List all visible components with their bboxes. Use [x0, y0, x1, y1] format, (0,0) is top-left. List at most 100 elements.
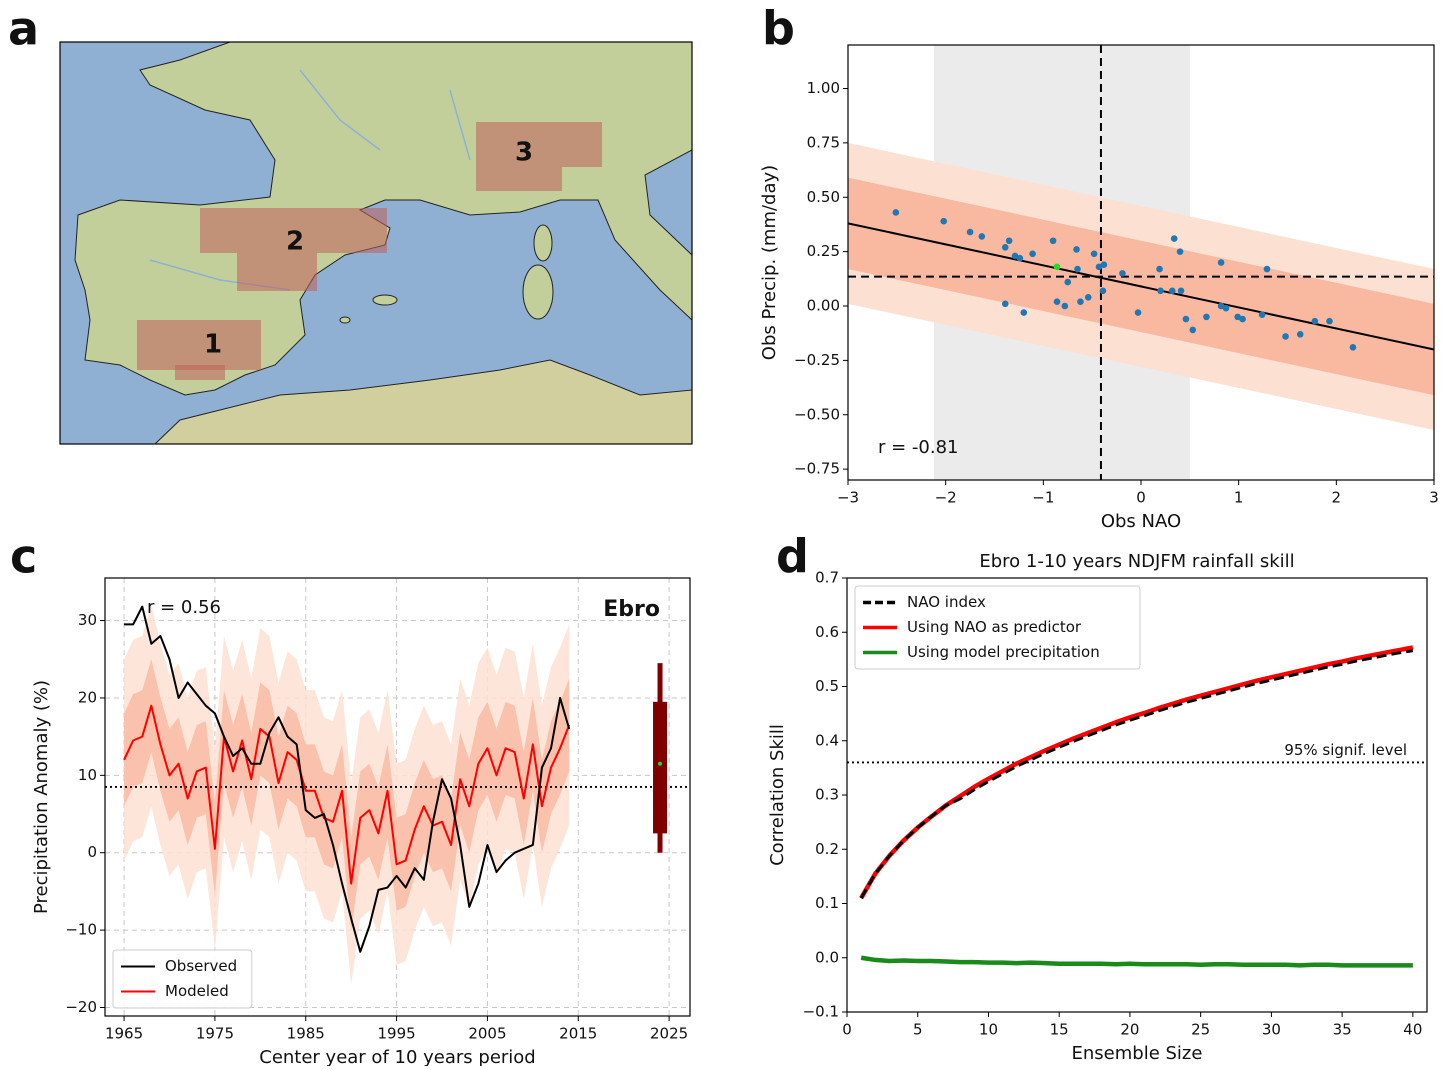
x-tick-label: −1 — [1032, 489, 1054, 507]
legend-label: NAO index — [907, 593, 986, 611]
island — [373, 295, 397, 305]
y-axis-label: Correlation Skill — [767, 724, 788, 866]
scatter-point — [1017, 255, 1024, 262]
scatter-point — [1021, 309, 1028, 316]
scatter-point — [1002, 301, 1009, 308]
reference-label: 95% signif. level — [1284, 741, 1407, 759]
annotation: r = -0.81 — [878, 437, 959, 458]
legend-label: Modeled — [165, 982, 229, 1000]
x-tick-label: 30 — [1262, 1021, 1281, 1039]
scatter-point — [1312, 318, 1319, 325]
x-tick-label: 40 — [1403, 1021, 1422, 1039]
scatter-point — [1259, 311, 1266, 318]
region-label: 1 — [204, 330, 222, 360]
series-line — [861, 647, 1413, 898]
scatter-point — [1029, 251, 1036, 258]
scatter-point — [1282, 333, 1289, 340]
region-name: Ebro — [603, 597, 660, 622]
y-tick-label: 0.6 — [815, 623, 839, 641]
scatter-point — [1297, 331, 1304, 338]
scatter-point — [1326, 318, 1333, 325]
y-tick-label: 30 — [78, 611, 97, 629]
scatter-point — [1119, 270, 1126, 277]
scatter-point — [979, 233, 986, 240]
scatter-point — [1157, 287, 1164, 294]
y-tick-label: 0.2 — [815, 840, 839, 858]
x-tick-label: −3 — [837, 489, 859, 507]
x-tick-label: 1975 — [196, 1025, 234, 1043]
x-tick-label: 1 — [1234, 489, 1244, 507]
legend-label: Using NAO as predictor — [907, 618, 1082, 636]
y-tick-label: 0.1 — [815, 894, 839, 912]
scatter-point — [1189, 327, 1196, 334]
y-tick-label: 20 — [78, 688, 97, 706]
y-tick-label: 0.25 — [807, 242, 840, 260]
scatter-point — [1183, 316, 1190, 323]
x-tick-label: 1985 — [287, 1025, 325, 1043]
legend-label: Observed — [165, 957, 237, 975]
box — [653, 702, 667, 834]
scatter-point — [1100, 287, 1107, 294]
scatter-point — [1091, 251, 1098, 258]
x-axis-label: Obs NAO — [1101, 511, 1181, 532]
y-tick-label: −0.25 — [794, 351, 840, 369]
series-line — [861, 651, 1413, 898]
y-tick-label: 0.50 — [807, 188, 840, 206]
scatter-point — [1203, 314, 1210, 321]
x-axis-label: Center year of 10 years period — [259, 1047, 535, 1066]
x-tick-label: 3 — [1429, 489, 1439, 507]
chart-title: Ebro 1-10 years NDJFM rainfall skill — [979, 551, 1294, 572]
scatter-point — [940, 218, 947, 225]
box-median — [658, 762, 662, 766]
panel-label: c — [10, 530, 37, 584]
y-axis-label: Precipitation Anomaly (%) — [31, 680, 52, 914]
x-tick-label: 1995 — [377, 1025, 415, 1043]
y-tick-label: 0.3 — [815, 786, 839, 804]
x-tick-label: 5 — [913, 1021, 923, 1039]
region-label: 2 — [286, 227, 304, 257]
x-tick-label: 10 — [979, 1021, 998, 1039]
scatter-point — [1223, 305, 1230, 312]
x-tick-label: 25 — [1191, 1021, 1210, 1039]
y-axis-label: Obs Precip. (mm/day) — [759, 165, 780, 360]
y-tick-label: 0.4 — [815, 731, 839, 749]
region — [137, 320, 261, 370]
island — [523, 265, 553, 319]
panel-label: d — [776, 530, 809, 584]
y-tick-label: −0.75 — [794, 460, 840, 478]
y-tick-label: 10 — [78, 766, 97, 784]
scatter-point — [1169, 287, 1176, 294]
y-tick-label: 0.7 — [815, 569, 839, 587]
x-tick-label: 1965 — [105, 1025, 143, 1043]
y-tick-label: −20 — [65, 998, 97, 1016]
region — [237, 253, 317, 291]
x-tick-label: 0 — [842, 1021, 852, 1039]
x-tick-label: −2 — [935, 489, 957, 507]
x-tick-label: 35 — [1333, 1021, 1352, 1039]
figure: 1 2 3 a −3 −2 −1 0 1 2 3 −0.75 −0.50 −0.25 0.0 0 0.2… — [0, 0, 1450, 1066]
region — [175, 365, 225, 380]
x-axis-label: Ensemble Size — [1072, 1043, 1203, 1064]
scatter-point — [1264, 266, 1271, 273]
island — [534, 225, 552, 261]
scatter-point — [1062, 303, 1069, 310]
x-tick-label: 2025 — [650, 1025, 688, 1043]
scatter-point — [967, 229, 974, 236]
x-tick-label: 0 — [1136, 489, 1146, 507]
scatter-point — [1074, 266, 1081, 273]
y-tick-label: 0.75 — [807, 133, 840, 151]
scatter-point — [1050, 237, 1057, 244]
x-tick-label: 2005 — [468, 1025, 506, 1043]
x-tick-label: 2015 — [559, 1025, 597, 1043]
y-tick-label: −0.50 — [794, 405, 840, 423]
map-panel: 1 2 3 a — [8, 2, 692, 445]
x-tick-label: 15 — [1050, 1021, 1069, 1039]
scatter-point — [1101, 261, 1108, 268]
x-tick-label: 20 — [1120, 1021, 1139, 1039]
y-tick-label: 0.0 — [815, 948, 839, 966]
series-line — [861, 958, 1413, 966]
scatter-point — [1054, 264, 1061, 271]
scatter-point — [1077, 298, 1084, 305]
scatter-point — [1156, 266, 1163, 273]
x-tick-label: 2 — [1332, 489, 1342, 507]
